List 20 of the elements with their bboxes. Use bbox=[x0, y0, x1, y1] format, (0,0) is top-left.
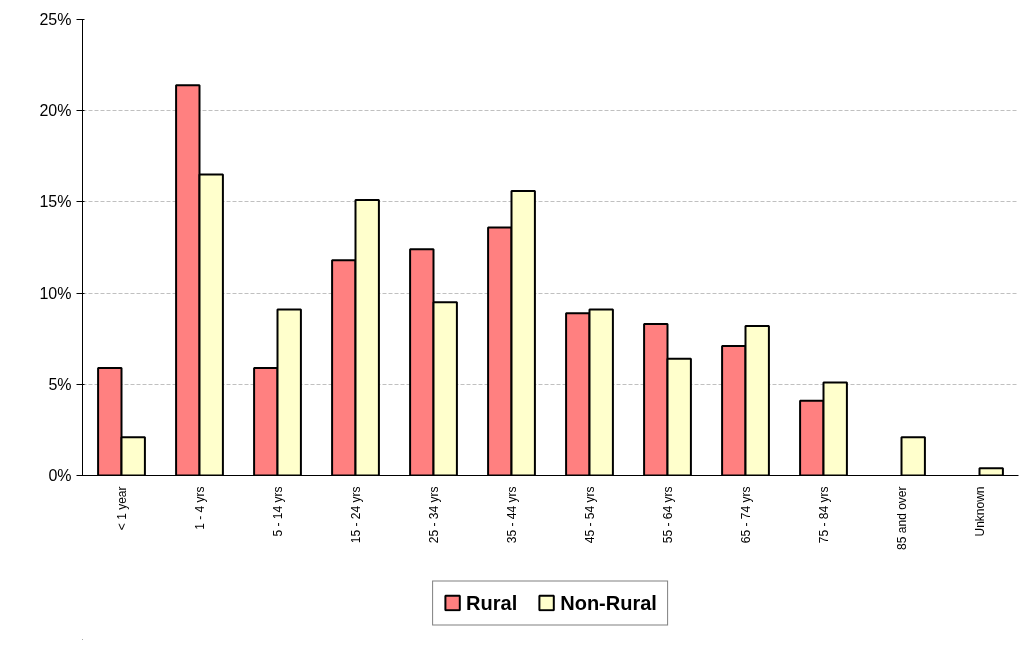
x-tick-label: 5 - 14 yrs bbox=[270, 486, 285, 537]
x-tick-label: 25 - 34 yrs bbox=[426, 486, 441, 544]
y-tick-label: 15% bbox=[39, 193, 72, 211]
legend-label: Non-Rural bbox=[560, 591, 657, 614]
x-tick-label: 35 - 44 yrs bbox=[504, 486, 519, 544]
x-tick-label: 65 - 74 yrs bbox=[738, 486, 753, 544]
x-tick-label: 85 and over bbox=[894, 486, 909, 550]
x-tick-label: 55 - 64 yrs bbox=[660, 486, 675, 544]
y-tick-label: 10% bbox=[39, 284, 72, 302]
x-tick-label: < 1 year bbox=[114, 486, 129, 531]
y-tick-label: 5% bbox=[48, 375, 72, 393]
x-tick-label: Unknown bbox=[972, 486, 987, 537]
x-tick-label: 15 - 24 yrs bbox=[348, 486, 363, 544]
x-tick-label: 45 - 54 yrs bbox=[582, 486, 597, 544]
x-tick-label: 75 - 84 yrs bbox=[816, 486, 831, 544]
y-tick-label: 0% bbox=[48, 467, 72, 484]
y-tick-label: 25% bbox=[39, 11, 72, 28]
y-tick-label: 20% bbox=[39, 102, 72, 120]
legend-label: Rural bbox=[466, 591, 518, 614]
x-tick-label: 1 - 4 yrs bbox=[192, 486, 207, 530]
